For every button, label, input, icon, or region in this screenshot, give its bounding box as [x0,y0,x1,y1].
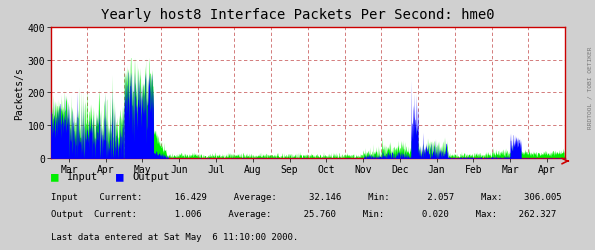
Text: ■: ■ [51,170,58,183]
Text: Input: Input [67,171,99,181]
Y-axis label: Packets/s: Packets/s [15,67,24,120]
Text: ■: ■ [116,170,124,183]
Text: Output: Output [133,171,170,181]
Text: Input    Current:      16.429     Average:      32.146     Min:       2.057     : Input Current: 16.429 Average: 32.146 Mi… [51,192,561,201]
Text: Yearly host8 Interface Packets Per Second: hme0: Yearly host8 Interface Packets Per Secon… [101,8,494,22]
Text: Last data entered at Sat May  6 11:10:00 2000.: Last data entered at Sat May 6 11:10:00 … [51,232,298,241]
Text: Output  Current:       1.006     Average:      25.760     Min:       0.020     M: Output Current: 1.006 Average: 25.760 Mi… [51,209,556,218]
Text: RRDTOOL / TOBI OETIKER: RRDTOOL / TOBI OETIKER [587,46,592,128]
